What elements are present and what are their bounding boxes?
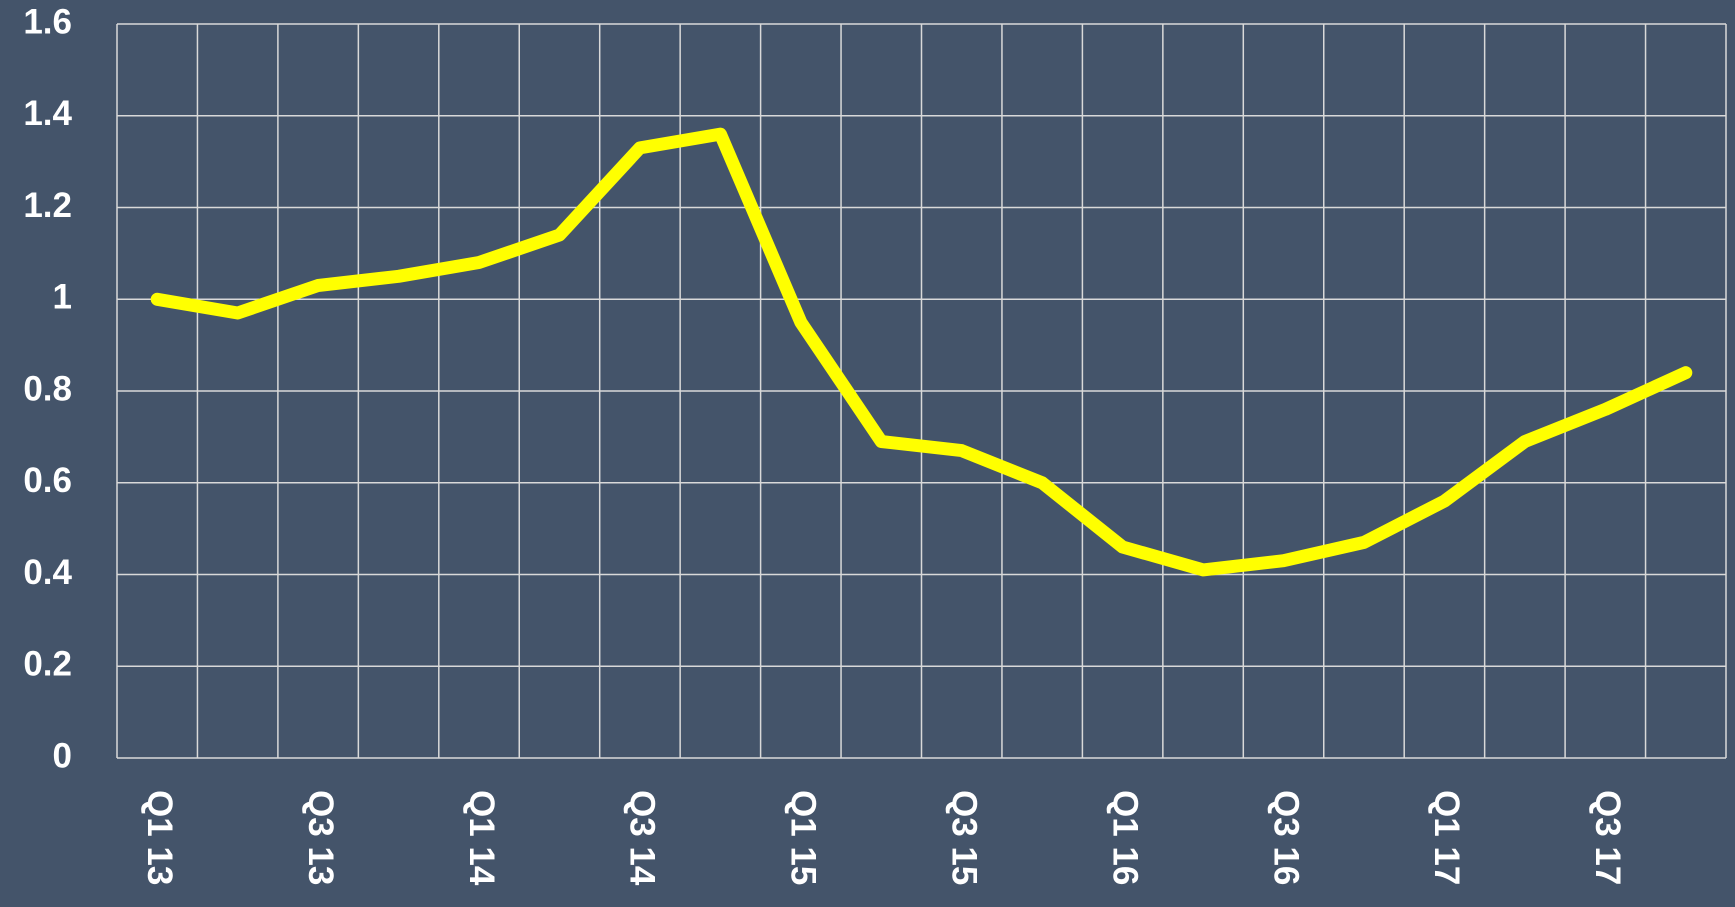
x-tick-label: Q3 14 <box>623 790 662 886</box>
y-tick-label: 0.2 <box>23 645 72 684</box>
y-tick-label: 0.6 <box>23 461 72 500</box>
y-tick-label: 0.4 <box>23 553 72 592</box>
x-tick-label: Q3 13 <box>301 790 340 885</box>
y-tick-label: 0 <box>53 736 72 775</box>
data-line <box>150 127 1693 577</box>
x-tick-label: Q3 15 <box>944 790 983 885</box>
x-tick-label: Q1 17 <box>1427 790 1466 885</box>
x-tick-label: Q3 17 <box>1588 790 1627 885</box>
y-tick-label: 1 <box>53 278 72 317</box>
x-tick-label: Q1 16 <box>1105 790 1144 885</box>
x-tick-label: Q1 15 <box>784 790 823 885</box>
y-tick-label: 1.4 <box>23 94 72 133</box>
y-tick-label: 1.6 <box>23 2 72 41</box>
x-tick-label: Q1 14 <box>462 790 501 886</box>
y-tick-label: 1.2 <box>23 186 72 225</box>
x-tick-label: Q3 16 <box>1266 790 1305 885</box>
y-tick-label: 0.8 <box>23 369 72 408</box>
x-tick-label: Q1 13 <box>140 790 179 885</box>
